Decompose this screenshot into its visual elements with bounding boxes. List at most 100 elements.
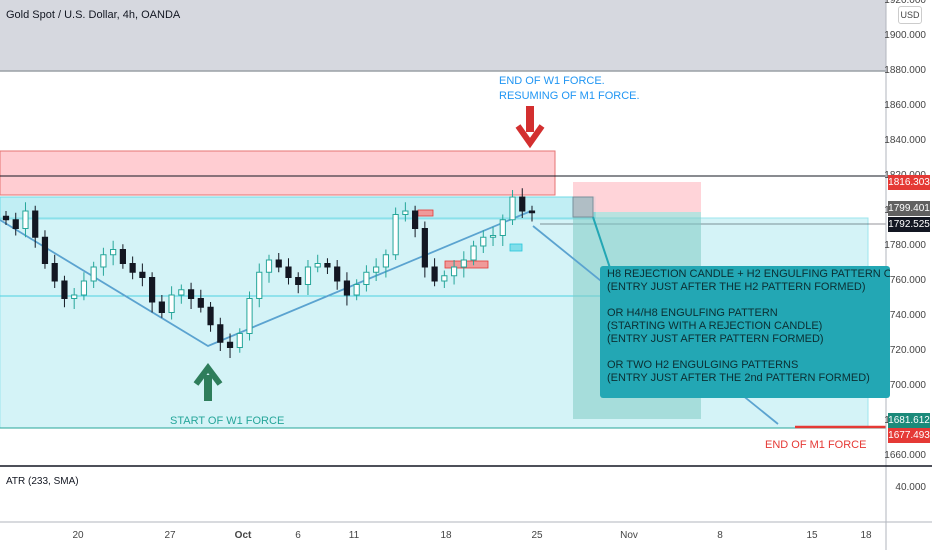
candle-body: [402, 210, 409, 215]
candle-body: [71, 294, 78, 299]
price-tag: 1799.401: [888, 201, 930, 216]
marker-box-3: [509, 243, 523, 252]
price-tag: 1816.303: [888, 175, 930, 190]
candle-body: [334, 266, 341, 282]
price-tick: 1700.000: [884, 380, 926, 391]
time-tick: 20: [72, 530, 84, 541]
candle-body: [129, 263, 136, 273]
symbol-title: Gold Spot / U.S. Dollar, 4h, OANDA: [6, 9, 181, 21]
price-tick: 1780.000: [884, 240, 926, 251]
candle-body: [217, 324, 224, 343]
candle-body: [61, 280, 68, 299]
price-tag: 1677.493: [888, 428, 930, 443]
candle-body: [51, 263, 58, 282]
indicator-label: ATR (233, SMA): [6, 476, 79, 487]
candle-body: [12, 219, 19, 229]
gray-zone: [0, 0, 886, 71]
time-tick: 11: [348, 530, 360, 541]
candle-body: [314, 263, 321, 268]
candle-body: [2, 215, 10, 221]
price-tick: 1740.000: [884, 310, 926, 321]
candle-body: [236, 333, 243, 348]
candle-body: [90, 266, 97, 282]
price-tick: 1760.000: [884, 275, 926, 286]
callout-line: (ENTRY JUST AFTER THE 2nd PATTERN FORMED…: [607, 372, 870, 384]
time-tick: 6: [295, 530, 301, 541]
candle-body: [285, 266, 292, 278]
candle-body: [519, 196, 526, 212]
candle-body: [158, 301, 165, 313]
price-tick: 1860.000: [884, 100, 926, 111]
candle-body: [363, 271, 370, 285]
start-note: START OF W1 FORCE: [170, 415, 285, 427]
candle-body: [207, 306, 214, 326]
candle-body: [265, 259, 273, 273]
candle-body: [41, 236, 49, 264]
price-tag: 1792.525: [888, 217, 930, 232]
candle-body: [421, 228, 428, 268]
candle-body: [168, 294, 175, 313]
time-tick: 25: [531, 530, 543, 541]
time-tick: 8: [717, 530, 723, 541]
teal-zone-top: [0, 196, 596, 220]
top-note-line1: END OF W1 FORCE.: [499, 75, 605, 87]
time-tick: Nov: [620, 530, 638, 541]
candle-body: [100, 254, 107, 268]
callout-line: [607, 294, 890, 307]
candle-body: [431, 266, 438, 282]
candle-body: [412, 210, 419, 229]
callout-line: [607, 346, 890, 359]
candle-body: [32, 210, 39, 238]
candle-body: [275, 259, 282, 268]
price-axis-bg: [886, 0, 932, 550]
callout-line: H8 REJECTION CANDLE + H2 ENGULFING PATTE…: [607, 268, 890, 280]
candle-body: [256, 271, 263, 299]
candle-body: [246, 298, 253, 334]
candle-body: [80, 280, 88, 296]
currency-badge[interactable]: USD: [898, 6, 922, 24]
candle-body: [110, 249, 117, 256]
price-tick: 1880.000: [884, 65, 926, 76]
strategy-callout: H8 REJECTION CANDLE + H2 ENGULFING PATTE…: [600, 266, 890, 398]
top-note: END OF W1 FORCE. RESUMING OF M1 FORCE.: [499, 74, 640, 104]
candle-body: [343, 280, 351, 296]
candle-body: [382, 254, 389, 268]
callout-line: (STARTING WITH A REJECTION CANDLE): [607, 320, 823, 332]
candle-body: [139, 271, 146, 278]
candle-body: [480, 236, 487, 247]
candle-body: [450, 266, 458, 277]
supply-zone: [0, 150, 556, 196]
price-tick: 1720.000: [884, 345, 926, 356]
callout-line: (ENTRY JUST AFTER THE H2 PATTERN FORMED): [607, 281, 866, 293]
candle-body: [119, 249, 126, 264]
price-tick: 1660.000: [884, 450, 926, 461]
candle-body: [22, 210, 29, 229]
candle-body: [528, 210, 536, 214]
indicator-tick: 40.000: [895, 482, 926, 493]
candle-body: [470, 245, 477, 261]
candle-body: [304, 266, 312, 285]
price-tick: 1840.000: [884, 135, 926, 146]
candle-body: [392, 214, 399, 256]
green-up-arrow: [193, 363, 223, 401]
callout-pointer: [592, 216, 611, 269]
price-tick: 1900.000: [884, 30, 926, 41]
entry-box: [572, 196, 594, 218]
candle-body: [149, 277, 156, 303]
candle-body: [353, 284, 360, 296]
candle-body: [197, 298, 204, 308]
candle-body: [226, 341, 234, 348]
time-tick: Oct: [234, 530, 252, 541]
time-tick: 18: [860, 530, 872, 541]
candle-body: [460, 259, 467, 268]
marker-box-1: [417, 209, 434, 217]
candles: [2, 188, 536, 358]
callout-line: OR TWO H2 ENGULGING PATTERNS: [607, 359, 799, 371]
time-tick: 18: [440, 530, 452, 541]
top-note-line2: RESUMING OF M1 FORCE.: [499, 90, 640, 102]
candle-body: [178, 289, 185, 296]
end-note: END OF M1 FORCE: [765, 439, 867, 451]
position-stop-zone: [573, 182, 701, 212]
red-down-arrow: [515, 106, 545, 149]
